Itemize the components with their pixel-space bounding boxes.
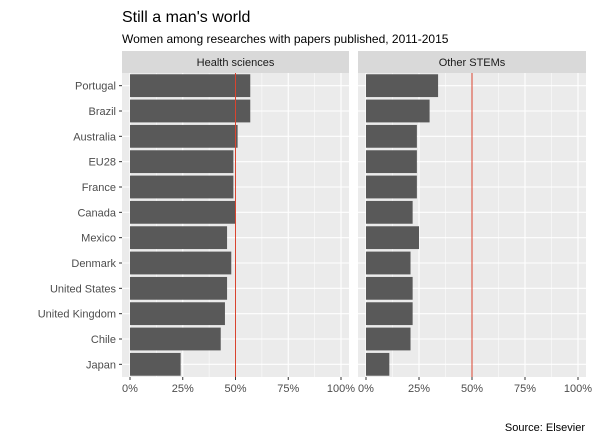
bar (366, 175, 417, 199)
chart-title: Still a man's world (122, 9, 250, 26)
bar (366, 200, 413, 224)
bar (366, 150, 417, 174)
y-tick-label: Canada (77, 207, 116, 219)
x-tick-label: 0% (358, 383, 374, 395)
x-tick-label: 25% (172, 383, 194, 395)
bar (130, 99, 251, 123)
y-axis-labels: Portugal Brazil Australia EU28 France Canada M… (38, 81, 122, 371)
facet-panel: Other STEMs 0% 25% 50% 75% 100% (358, 51, 592, 395)
x-tick-label: 0% (122, 383, 138, 395)
bar (366, 302, 413, 326)
y-tick-label: Chile (91, 334, 116, 346)
bar (130, 200, 236, 224)
facet-panel: Health sciences 0% 25% 50% 75% 100% (122, 51, 355, 395)
y-tick-label: Mexico (81, 233, 116, 245)
x-tick-label: 75% (514, 383, 536, 395)
x-tick-label: 75% (277, 383, 299, 395)
y-tick-label: Portugal (75, 81, 116, 93)
y-tick-label: Brazil (88, 106, 116, 118)
bar (366, 327, 411, 351)
bar (130, 327, 221, 351)
chart-caption: Source: Elsevier (505, 422, 585, 434)
y-tick-label: France (82, 182, 116, 194)
x-tick-label: 50% (461, 383, 483, 395)
y-tick-label: EU28 (88, 157, 116, 169)
y-tick-label: Japan (86, 359, 116, 371)
bar (130, 74, 251, 98)
facet-strip (358, 51, 586, 73)
bar (366, 226, 419, 250)
facet-strip-label: Other STEMs (439, 57, 506, 69)
bar (366, 276, 413, 300)
y-tick-label: Australia (73, 131, 117, 143)
y-tick-label: Denmark (71, 258, 116, 270)
bar (130, 352, 181, 376)
bar (130, 302, 225, 326)
chart-subtitle: Women among researches with papers publi… (122, 32, 449, 46)
facet-strip (122, 51, 349, 73)
x-tick-label: 25% (408, 383, 430, 395)
facet-strip-label: Health sciences (197, 57, 275, 69)
y-tick-label: United States (50, 283, 117, 295)
y-tick-label: United Kingdom (38, 309, 116, 321)
bar (366, 251, 411, 275)
bar (366, 74, 439, 98)
bar (130, 175, 234, 199)
bar (130, 226, 228, 250)
x-tick-label: 100% (327, 383, 355, 395)
bar (130, 251, 232, 275)
bar (130, 276, 228, 300)
bar (366, 124, 417, 148)
bar (130, 124, 238, 148)
x-tick-label: 100% (564, 383, 592, 395)
bar (366, 352, 390, 376)
x-tick-label: 50% (224, 383, 246, 395)
bar (366, 99, 430, 123)
bar (130, 150, 234, 174)
